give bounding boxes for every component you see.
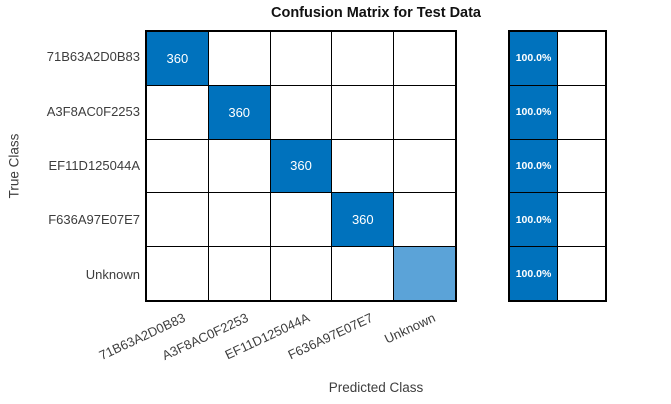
row-summary-cell: 100.0% — [510, 85, 557, 139]
matrix-cell — [270, 85, 332, 139]
matrix-cell — [394, 32, 455, 85]
matrix-cell — [394, 85, 455, 139]
y-tick-label: Unknown — [85, 267, 140, 282]
row-summary-cell — [558, 247, 605, 300]
row-summary-cell — [558, 85, 605, 139]
matrix-cell — [147, 193, 208, 247]
matrix-cell — [394, 193, 455, 247]
matrix-cell — [270, 193, 332, 247]
chart-title: Confusion Matrix for Test Data — [271, 5, 481, 21]
matrix-cell — [147, 85, 208, 139]
row-summary-cell: 100.0% — [510, 32, 557, 85]
matrix-cell: 360 — [208, 85, 270, 139]
matrix-cell — [208, 139, 270, 193]
y-tick-label: EF11D125044A — [48, 158, 140, 173]
matrix-cell — [332, 247, 394, 300]
row-summary-cell: 100.0% — [510, 247, 557, 300]
matrix-cell — [332, 85, 394, 139]
row-summary-cell: 100.0% — [510, 193, 557, 247]
matrix-cell — [270, 32, 332, 85]
x-tick-label: Unknown — [381, 310, 438, 347]
row-summary-panel: 100.0% 100.0% 100.0% 100.0% 100.0% — [508, 30, 607, 302]
confusion-matrix-grid: 360 360 360 360 — [145, 30, 457, 302]
matrix-cell: 360 — [332, 193, 394, 247]
matrix-cell: 360 — [270, 139, 332, 193]
matrix-cell-unknown — [394, 247, 455, 300]
x-axis-label: Predicted Class — [328, 380, 424, 395]
matrix-cell — [147, 247, 208, 300]
matrix-cell — [208, 247, 270, 300]
matrix-cell — [332, 139, 394, 193]
y-tick-label: 71B63A2D0B83 — [46, 49, 140, 64]
matrix-cell — [332, 32, 394, 85]
row-summary-cell — [558, 139, 605, 193]
row-summary-cell — [558, 193, 605, 247]
y-tick-label: A3F8AC0F2253 — [46, 104, 140, 119]
matrix-cell — [270, 247, 332, 300]
matrix-cell — [208, 193, 270, 247]
y-tick-label: F636A97E07E7 — [48, 212, 140, 227]
matrix-cell — [394, 139, 455, 193]
matrix-cell — [147, 139, 208, 193]
matrix-cell: 360 — [147, 32, 208, 85]
row-summary-cell — [558, 32, 605, 85]
row-summary-cell: 100.0% — [510, 139, 557, 193]
matrix-cell — [208, 32, 270, 85]
